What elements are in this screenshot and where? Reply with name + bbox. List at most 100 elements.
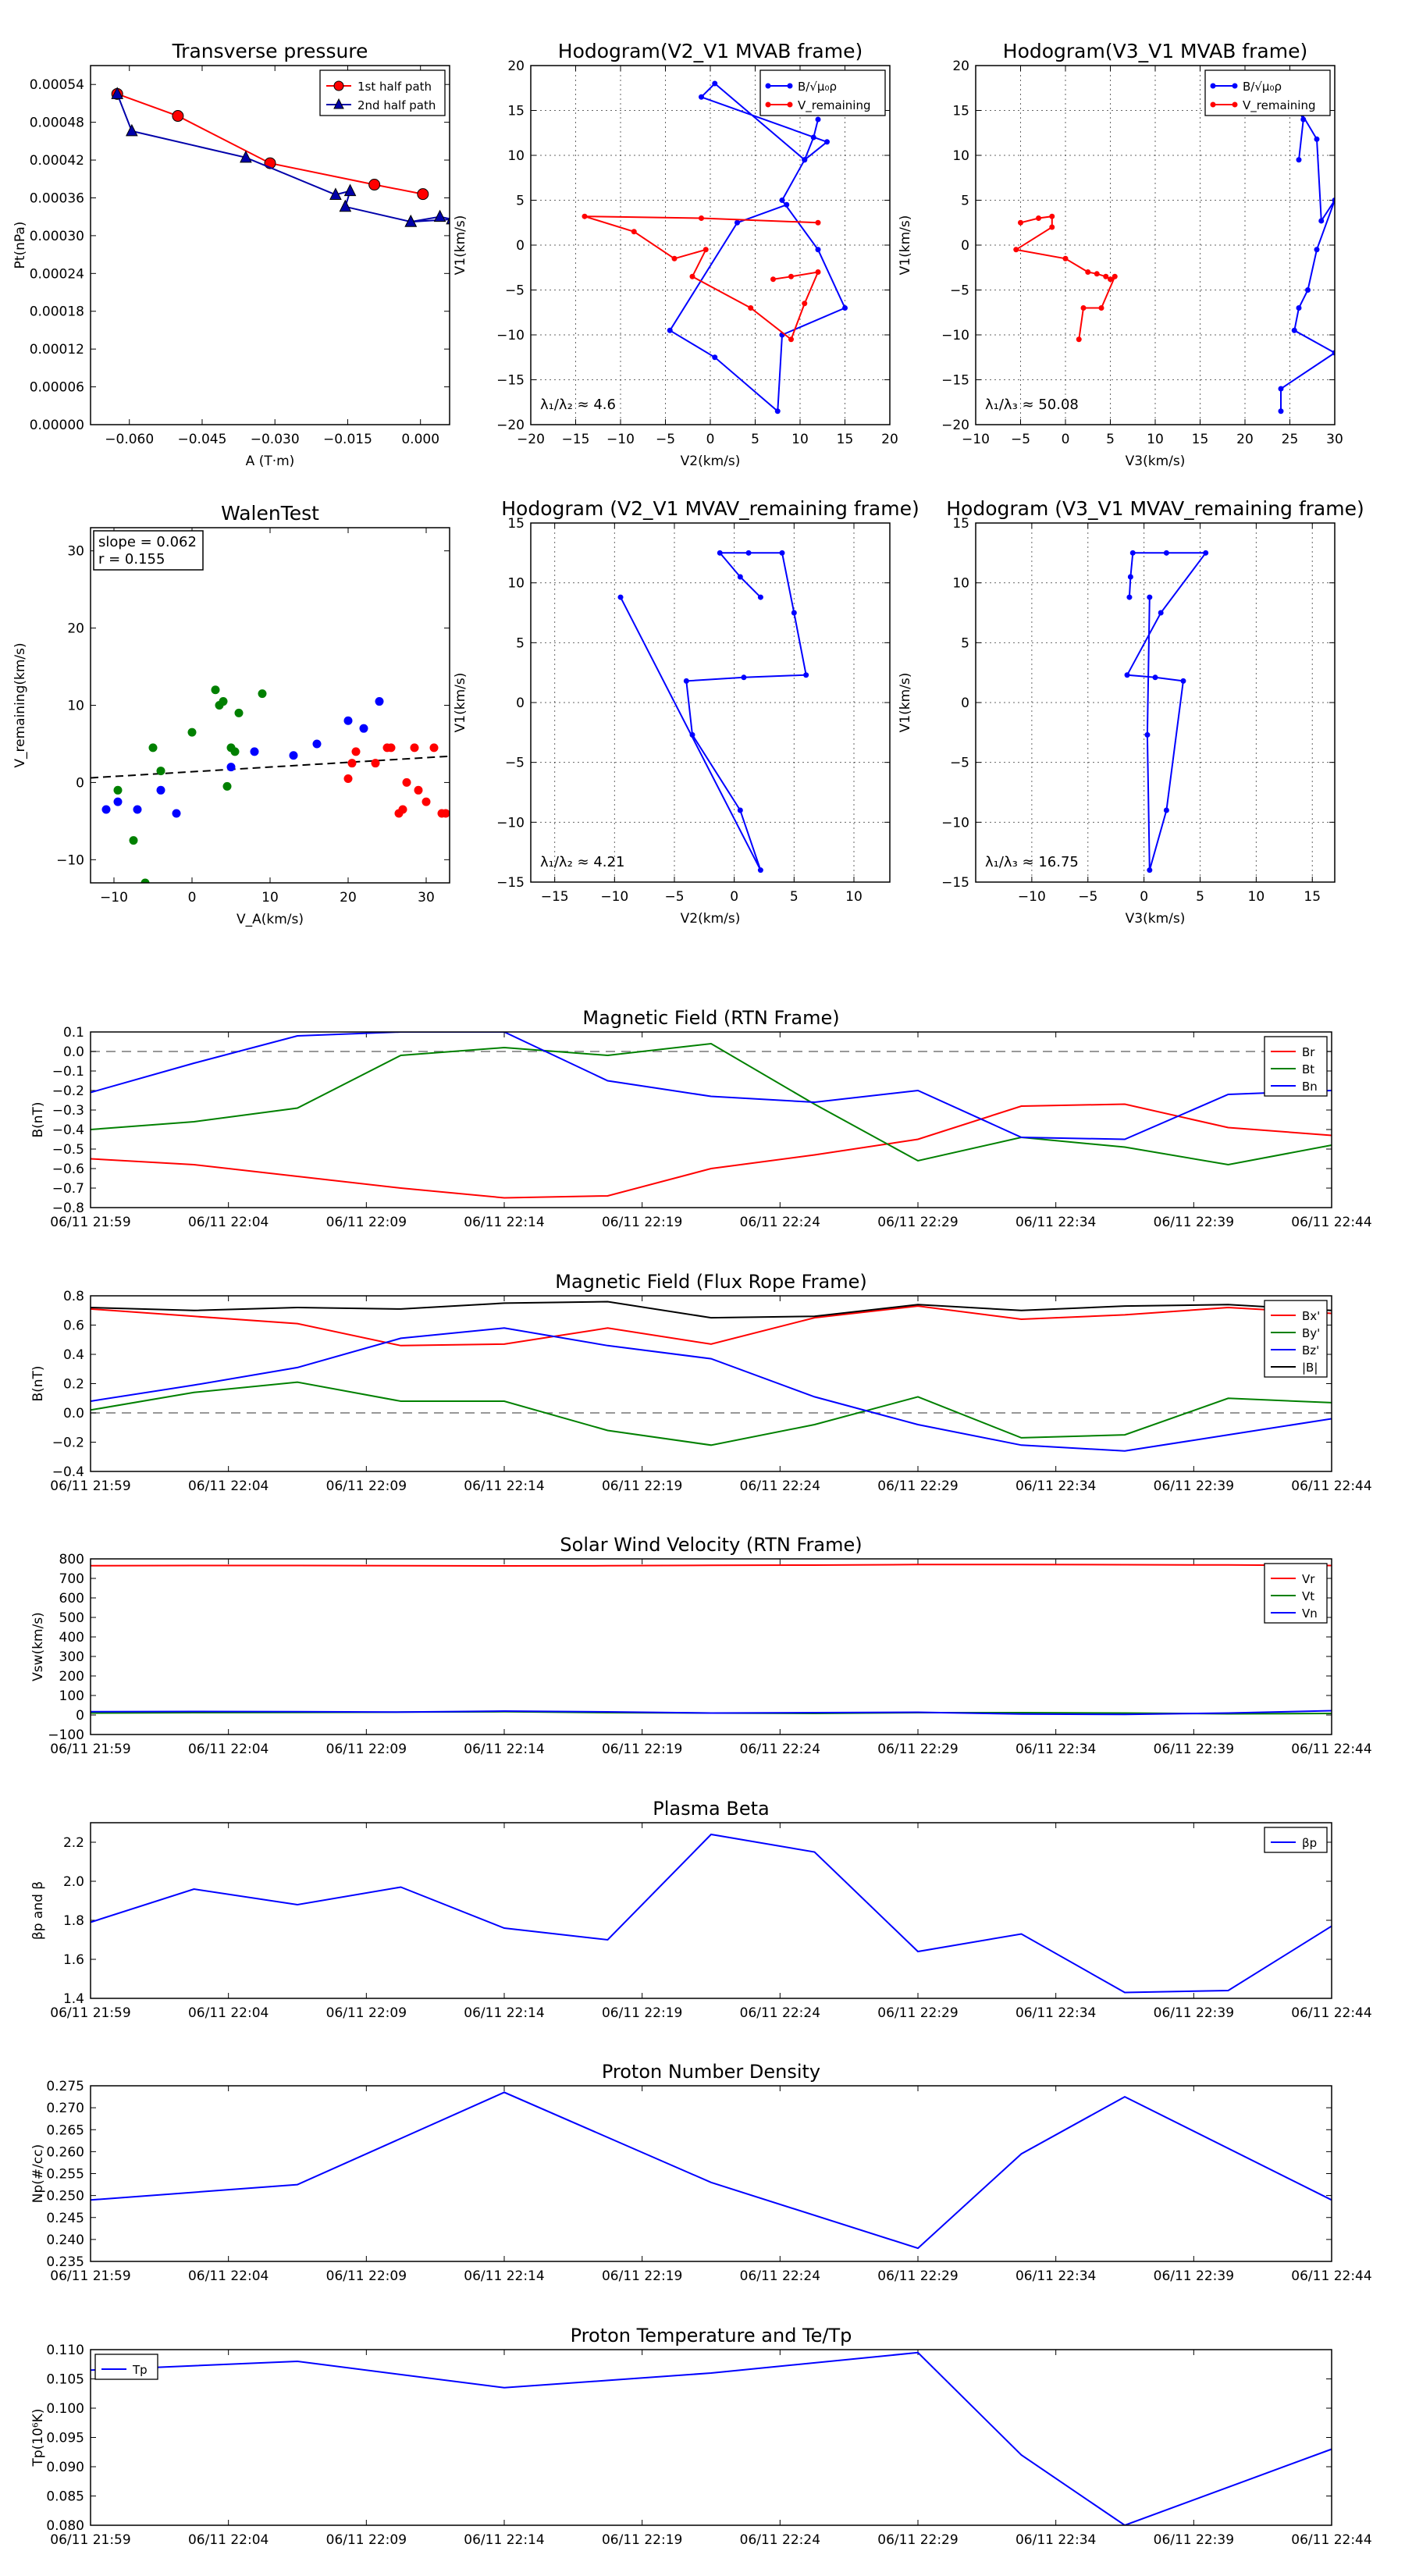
x-tick-label: 20 xyxy=(1236,432,1254,447)
annotation-text: λ₁/λ₂ ≈ 4.21 xyxy=(540,854,624,870)
data-point xyxy=(230,747,240,756)
y-tick-label: −5 xyxy=(505,756,525,771)
data-point xyxy=(712,80,718,87)
x-tick-label: −15 xyxy=(541,889,569,905)
y-tick-label: 0.00012 xyxy=(30,342,84,358)
legend-marker xyxy=(1232,101,1238,108)
legend: B/√μ₀ρ V_remaining xyxy=(759,69,886,116)
y-tick-label: 15 xyxy=(507,104,525,119)
legend: B/√μ₀ρ V_remaining xyxy=(1204,69,1331,116)
data-point xyxy=(788,336,794,343)
y-tick-label: 600 xyxy=(59,1591,84,1606)
data-point xyxy=(741,674,747,681)
y-axis-label: V1(km/s) xyxy=(453,215,468,276)
data-point xyxy=(226,763,236,772)
data-point xyxy=(312,739,322,749)
x-tick-label: 0 xyxy=(730,889,738,905)
x-axis-label: V3(km/s) xyxy=(1126,911,1186,927)
data-point xyxy=(748,305,754,311)
data-point xyxy=(1332,350,1335,356)
data-point xyxy=(414,785,423,795)
plot-area xyxy=(91,1300,1332,1452)
y-axis-label: B(nT) xyxy=(30,1101,46,1137)
series-line-bx- xyxy=(91,1305,1332,1347)
data-point xyxy=(699,215,704,221)
data-point xyxy=(234,708,244,717)
data-point xyxy=(1278,386,1284,392)
data-point xyxy=(1108,276,1113,283)
y-tick-label: 1.6 xyxy=(63,1952,84,1968)
x-tick-label: 06/11 22:19 xyxy=(602,1215,682,1230)
x-tick-label: −5 xyxy=(1078,889,1097,905)
data-point xyxy=(784,201,790,208)
y-tick-label: −0.4 xyxy=(52,1464,84,1480)
y-tick-label: 400 xyxy=(59,1630,84,1646)
y-tick-label: 0.2 xyxy=(63,1377,84,1393)
annotation-box xyxy=(93,530,204,571)
chart-walen: WalenTest −10 0 10 20 30 −10 0 10 20 30 V_A(km/s) V_… xyxy=(12,502,450,927)
y-tick-label: −15 xyxy=(496,875,525,891)
data-point xyxy=(1080,305,1087,311)
data-point xyxy=(671,255,678,262)
data-point xyxy=(1098,305,1104,311)
y-tick-label: 10 xyxy=(952,148,969,164)
data-point xyxy=(815,116,821,123)
y-tick-label: 0.00048 xyxy=(30,116,84,131)
data-point xyxy=(815,247,821,253)
data-point xyxy=(343,183,357,197)
legend-box xyxy=(1264,1300,1328,1378)
y-tick-label: −0.2 xyxy=(52,1436,84,1451)
series-line--b- xyxy=(91,1300,1332,1319)
y-tick-label: 10 xyxy=(952,576,969,592)
data-point xyxy=(1036,215,1041,221)
plot-frame xyxy=(90,2085,1332,2262)
y-tick-label: 0.085 xyxy=(46,2489,84,2505)
x-tick-label: 06/11 22:14 xyxy=(464,1478,544,1494)
plot-frame xyxy=(975,522,1336,883)
x-tick-label: 06/11 21:59 xyxy=(50,2268,130,2284)
data-point xyxy=(1127,574,1133,580)
data-point xyxy=(1278,408,1284,415)
y-tick-label: 0.255 xyxy=(46,2167,84,2183)
data-point xyxy=(1296,157,1302,163)
data-point xyxy=(347,759,357,768)
chart-title: Plasma Beta xyxy=(653,1798,769,1820)
data-point xyxy=(779,197,785,203)
legend-marker xyxy=(765,83,771,89)
x-tick-label: 20 xyxy=(340,890,357,906)
data-point xyxy=(1147,867,1153,873)
y-axis-label: Tp(10⁶K) xyxy=(30,2408,46,2467)
legend-label: Vn xyxy=(1302,1606,1318,1621)
chart-h3: Hodogram (V2_V1 MVAV_remaining frame) −15… xyxy=(453,497,919,927)
x-tick-label: 0 xyxy=(188,890,197,906)
y-tick-label: −5 xyxy=(950,283,969,299)
x-tick-label: 06/11 22:44 xyxy=(1291,2532,1371,2548)
y-tick-label: 0 xyxy=(961,238,969,254)
y-tick-label: 5 xyxy=(961,194,969,209)
data-point xyxy=(113,797,123,806)
data-point xyxy=(1203,550,1209,556)
data-point xyxy=(699,94,704,100)
legend-label: B/√μ₀ρ xyxy=(1243,80,1282,94)
y-tick-label: 0.1 xyxy=(63,1025,84,1041)
y-axis-label: B(nT) xyxy=(30,1365,46,1401)
x-tick-label: 06/11 22:04 xyxy=(188,2005,269,2021)
data-point xyxy=(417,188,429,201)
legend-label: |B| xyxy=(1302,1361,1318,1375)
y-tick-label: −0.4 xyxy=(52,1123,84,1138)
chart-ts4: Plasma Beta 06/11 21:59 06/11 22:04 06/11 2… xyxy=(30,1798,1372,2021)
legend: Br Bt Bn xyxy=(1264,1036,1328,1097)
annotation-line: slope = 0.062 xyxy=(98,534,197,550)
data-point xyxy=(398,805,407,814)
y-tick-label: −15 xyxy=(496,373,525,389)
y-tick-label: 1.4 xyxy=(63,1991,84,2007)
chart-title: Magnetic Field (Flux Rope Frame) xyxy=(555,1271,866,1293)
data-point xyxy=(737,574,743,580)
data-point xyxy=(788,273,794,279)
data-point xyxy=(791,610,797,616)
x-tick-label: 30 xyxy=(418,890,435,906)
x-tick-label: 06/11 22:14 xyxy=(464,2268,544,2284)
plot-frame xyxy=(530,65,891,425)
y-tick-label: −0.8 xyxy=(52,1201,84,1216)
legend-label: V_remaining xyxy=(1243,98,1316,113)
